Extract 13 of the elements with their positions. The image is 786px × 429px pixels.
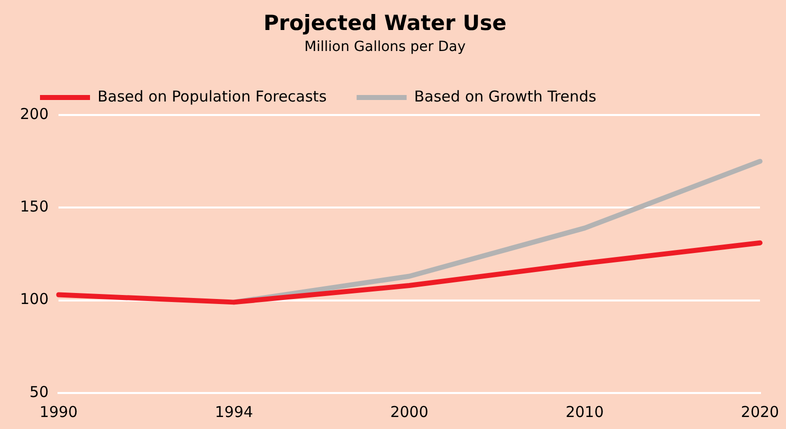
x-tick-label: 2020 [740,402,780,421]
x-tick-label: 2000 [390,402,428,421]
x-tick-label: 1990 [40,402,78,421]
y-tick-label: 150 [20,198,49,216]
x-tick-label: 1994 [214,402,254,421]
chart-title: Projected Water Use [263,11,507,36]
legend-label: Based on Population Forecasts [98,87,327,106]
x-tick-label: 2010 [566,402,604,421]
chart-subtitle: Million Gallons per Day [304,39,466,56]
y-tick-label: 200 [20,104,49,123]
legend-label: Based on Growth Trends [414,87,597,106]
y-tick-label: 100 [20,290,49,308]
y-tick-label: 50 [30,382,49,401]
